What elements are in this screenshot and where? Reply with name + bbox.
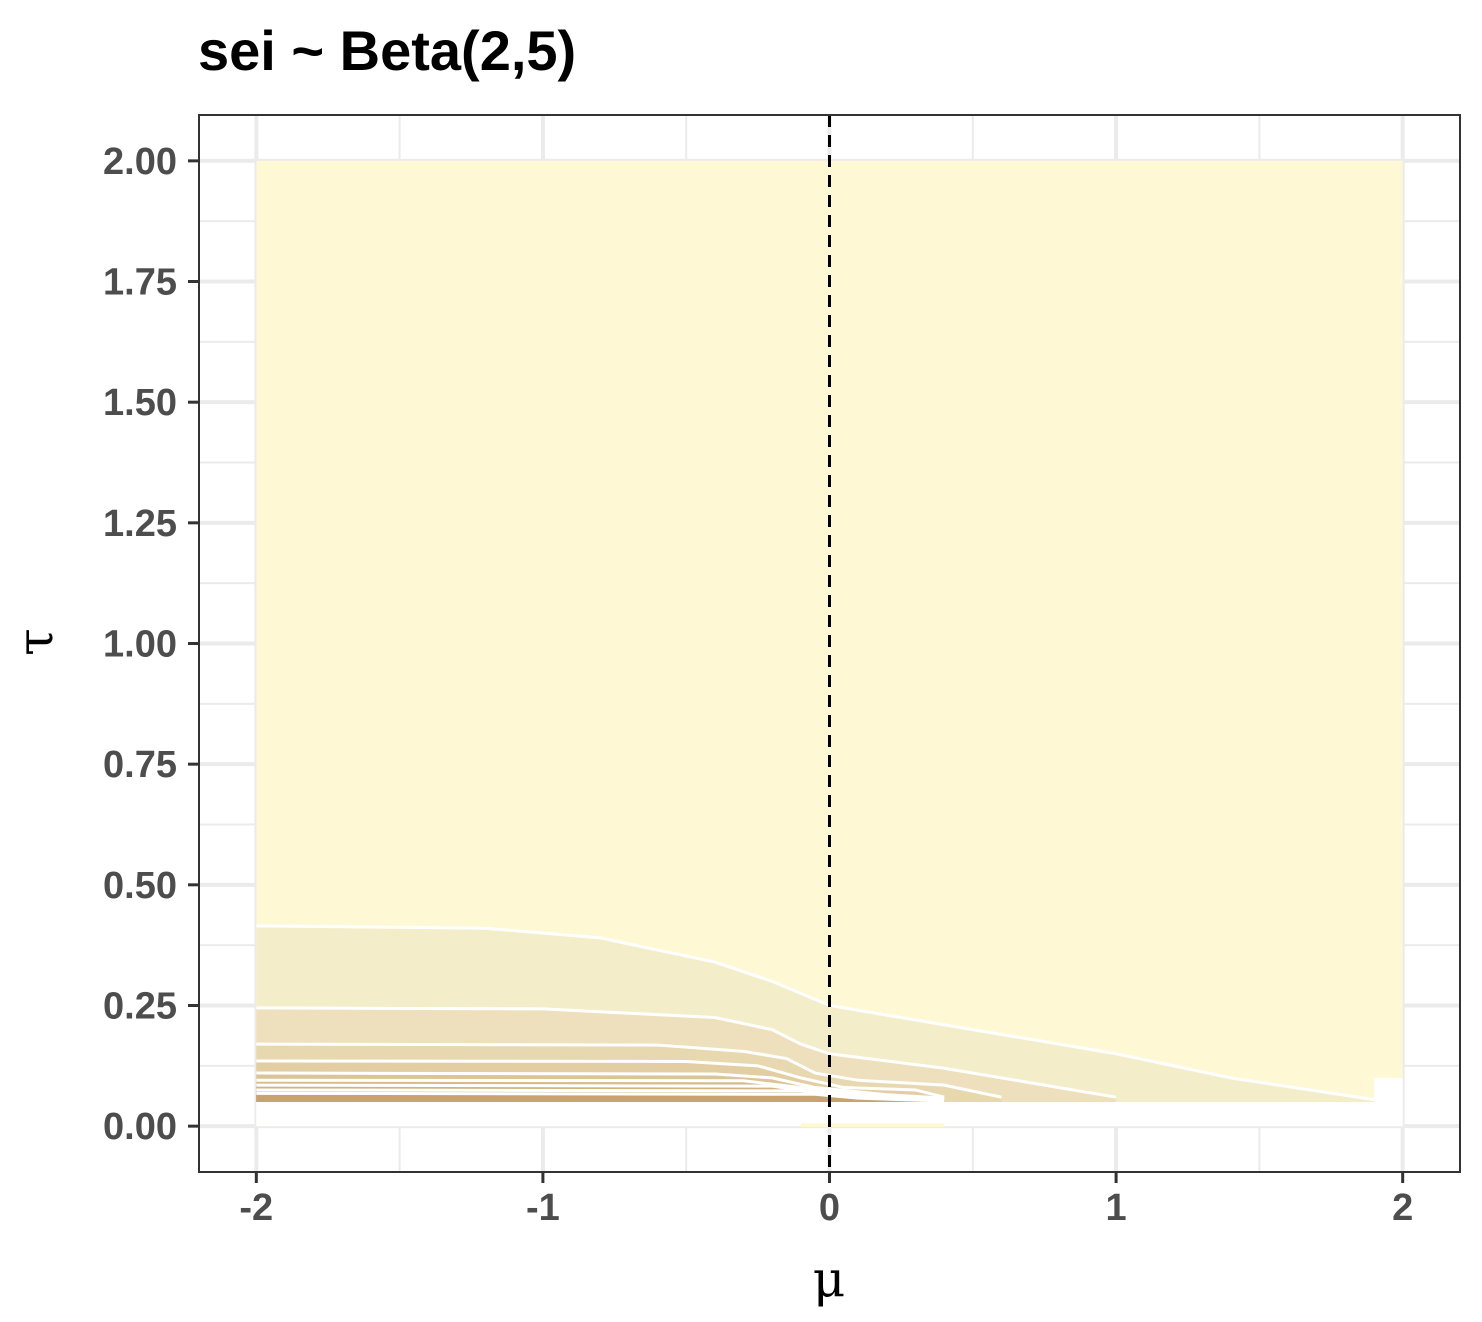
- x-axis-ticks: -2 -1 0 1 2: [239, 1172, 1413, 1229]
- x-tick-label: 1: [1106, 1187, 1127, 1229]
- x-axis-title: μ: [813, 1250, 846, 1308]
- x-tick-label: 0: [819, 1187, 840, 1229]
- y-tick-label: 1.75: [103, 262, 177, 304]
- y-tick-label: 0.00: [103, 1106, 177, 1148]
- y-tick-label: 0.75: [103, 744, 177, 786]
- contour-line: [256, 1006, 1117, 1099]
- contour-line: [256, 1059, 945, 1099]
- x-tick-label: -2: [239, 1187, 273, 1229]
- x-tick-label: -1: [526, 1187, 560, 1229]
- y-tick-label: 1.50: [103, 382, 177, 424]
- x-tick-label: 2: [1392, 1187, 1413, 1229]
- y-tick-label: 1.25: [103, 503, 177, 545]
- y-tick-label: 0.50: [103, 865, 177, 907]
- y-tick-label: 1.00: [103, 624, 177, 666]
- y-axis-title: τ: [6, 628, 64, 656]
- y-tick-label: 0.25: [103, 985, 177, 1027]
- contour-line: [256, 924, 1375, 1102]
- y-tick-label: 2.00: [103, 141, 177, 183]
- y-axis-ticks: 0.00 0.25 0.50 0.75 1.00 1.25 1.50 1.75 2.00: [103, 141, 199, 1148]
- contour-line: [256, 1091, 945, 1103]
- chart-title: sei ~ Beta(2,5): [198, 19, 576, 82]
- contour-line: [256, 1042, 1002, 1099]
- plot-panel: [198, 114, 1461, 1173]
- corner-gap: [1374, 1077, 1403, 1103]
